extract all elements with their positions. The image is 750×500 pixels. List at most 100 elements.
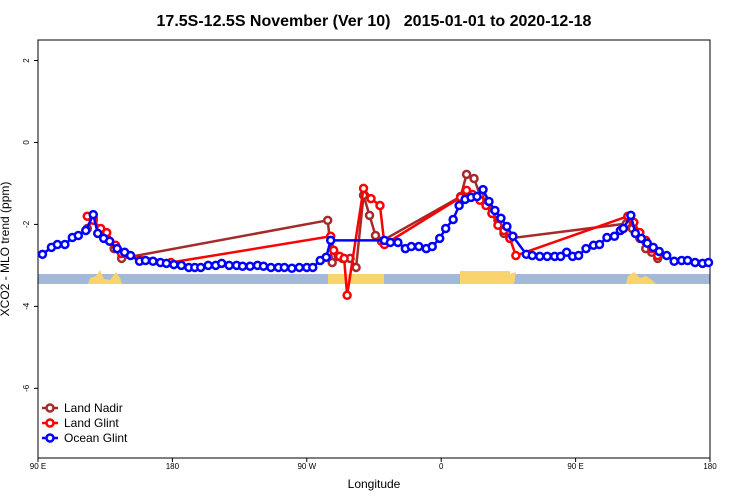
data-point <box>327 257 337 268</box>
map-strip <box>38 270 710 284</box>
y-tick-label: -4 <box>22 302 31 310</box>
data-point <box>630 228 641 239</box>
data-point <box>602 232 612 243</box>
data-point <box>440 223 451 234</box>
legend-label: Ocean Glint <box>64 431 128 445</box>
data-point <box>328 245 339 255</box>
data-point <box>169 259 179 270</box>
data-point <box>496 213 506 224</box>
data-point <box>642 238 653 249</box>
x-tick-label: 90 W <box>297 462 316 471</box>
data-point <box>342 290 352 301</box>
data-point <box>370 230 381 241</box>
x-tick-label: 0 <box>439 462 444 471</box>
data-point <box>490 205 500 216</box>
data-point <box>594 239 605 250</box>
data-point <box>148 256 158 267</box>
data-point <box>648 242 659 253</box>
plot-frame <box>37 39 711 459</box>
data-point <box>434 233 445 244</box>
data-point <box>690 257 700 268</box>
legend-marker <box>45 403 55 413</box>
data-point <box>414 241 424 252</box>
data-point <box>161 258 172 269</box>
data-point <box>60 239 70 250</box>
data-point <box>502 221 512 232</box>
data-point <box>573 250 584 261</box>
data-point <box>321 252 331 262</box>
data-point <box>461 169 472 180</box>
data-point <box>682 255 693 266</box>
data-point <box>703 257 714 268</box>
x-tick-label: 180 <box>166 462 180 471</box>
data-point <box>461 185 472 196</box>
legend-label: Land Glint <box>64 416 119 430</box>
data-point <box>37 249 48 260</box>
data-point <box>484 196 494 207</box>
data-point <box>224 260 234 271</box>
data-point <box>385 237 396 248</box>
data-point <box>52 239 63 250</box>
data-point <box>125 250 136 261</box>
data-point <box>626 210 636 221</box>
y-tick-label: 2 <box>22 58 31 63</box>
data-point <box>636 233 647 244</box>
data-point <box>478 184 488 195</box>
data-point <box>508 231 518 242</box>
legend-marker <box>45 418 55 428</box>
y-tick-label: 0 <box>22 140 31 145</box>
data-point <box>609 231 620 242</box>
data-point <box>581 243 591 254</box>
y-tick-label: -6 <box>22 384 31 392</box>
data-point <box>92 228 103 239</box>
x-tick-label: 180 <box>703 462 717 471</box>
data-point <box>364 210 375 221</box>
data-point <box>351 262 361 273</box>
x-tick-label: 90 E <box>567 462 583 471</box>
data-point <box>176 260 187 271</box>
data-point <box>427 241 437 252</box>
data-point <box>448 214 458 225</box>
data-point <box>258 261 269 271</box>
data-point <box>669 256 679 267</box>
chart-title: 17.5S-12.5S November (Ver 10) 2015-01-01… <box>157 13 592 30</box>
data-point <box>216 258 227 269</box>
data-point <box>358 183 369 194</box>
data-point <box>406 241 417 252</box>
data-point <box>203 260 213 271</box>
legend-marker <box>45 433 55 443</box>
data-point <box>73 230 84 241</box>
data-point <box>308 262 318 273</box>
data-point <box>618 223 629 234</box>
data-point <box>535 251 545 262</box>
data-point <box>294 262 305 273</box>
y-axis-label: XCO2 - MLO trend (ppm) <box>0 182 12 317</box>
data-point <box>81 225 91 236</box>
data-point <box>454 200 464 211</box>
data-point <box>266 262 276 273</box>
data-point <box>112 243 122 254</box>
data-point <box>140 255 151 266</box>
data-point <box>366 193 376 204</box>
data-point <box>88 209 99 220</box>
data-point <box>104 236 115 246</box>
data-point <box>196 262 206 273</box>
data-point <box>279 262 290 273</box>
data-point <box>287 263 297 274</box>
data-point <box>472 191 482 202</box>
x-tick-label: 90 E <box>30 462 46 471</box>
data-point <box>654 246 664 257</box>
data-point <box>561 247 572 258</box>
y-tick-label: -2 <box>22 220 31 228</box>
data-point <box>542 251 552 262</box>
data-point <box>245 261 255 271</box>
data-point <box>393 237 403 248</box>
legend-label: Land Nadir <box>64 401 123 415</box>
data-point <box>325 235 336 246</box>
data-point <box>339 253 349 264</box>
x-axis-label: Longitude <box>348 477 401 491</box>
data-point <box>661 250 672 261</box>
data-point <box>237 261 248 271</box>
data-point <box>511 250 521 261</box>
